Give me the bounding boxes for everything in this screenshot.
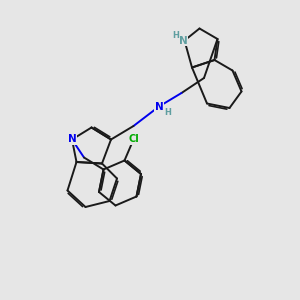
Text: H: H xyxy=(165,108,171,117)
Text: H: H xyxy=(172,31,179,40)
Text: Cl: Cl xyxy=(128,134,139,145)
Text: N: N xyxy=(68,134,76,145)
Text: N: N xyxy=(178,35,188,46)
Text: N: N xyxy=(154,101,164,112)
